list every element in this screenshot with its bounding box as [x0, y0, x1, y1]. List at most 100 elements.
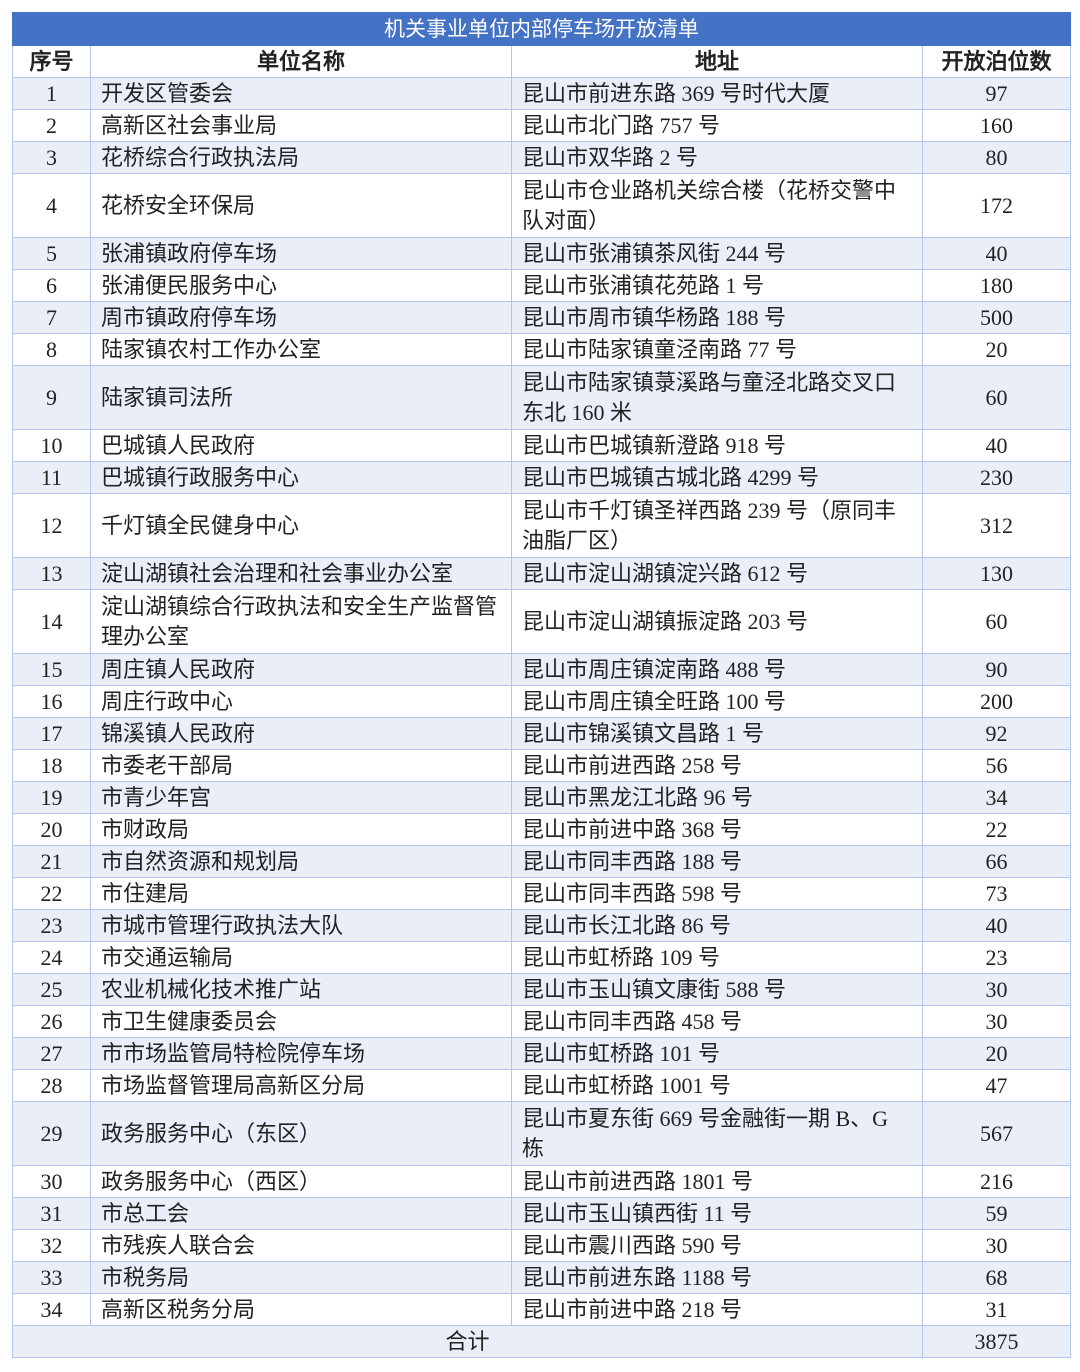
- row-number: 2: [12, 109, 91, 142]
- unit-name: 市交通运输局: [90, 941, 512, 974]
- unit-name: 市残疾人联合会: [90, 1229, 512, 1262]
- unit-name: 锦溪镇人民政府: [90, 717, 512, 750]
- unit-name: 市委老干部局: [90, 749, 512, 782]
- open-spaces: 500: [922, 301, 1071, 334]
- parking-list-table: 机关事业单位内部停车场开放清单 序号 单位名称 地址 开放泊位数 1 开发区管委会…: [12, 12, 1071, 1358]
- row-number: 13: [12, 557, 91, 590]
- address: 昆山市夏东街 669 号金融街一期 B、G 栋: [511, 1101, 923, 1166]
- address: 昆山市长江北路 86 号: [511, 909, 923, 942]
- unit-name: 市财政局: [90, 813, 512, 846]
- table-row: 15 周庄镇人民政府 昆山市周庄镇淀南路 488 号 90: [12, 653, 1071, 686]
- table-row: 5 张浦镇政府停车场 昆山市张浦镇茶风街 244 号 40: [12, 237, 1071, 270]
- open-spaces: 130: [922, 557, 1071, 590]
- table-row: 24 市交通运输局 昆山市虹桥路 109 号 23: [12, 941, 1071, 974]
- table-row: 18 市委老干部局 昆山市前进西路 258 号 56: [12, 749, 1071, 782]
- header-spaces: 开放泊位数: [922, 45, 1071, 78]
- row-number: 14: [12, 589, 91, 654]
- address: 昆山市黑龙江北路 96 号: [511, 781, 923, 814]
- table-row: 23 市城市管理行政执法大队 昆山市长江北路 86 号 40: [12, 909, 1071, 942]
- table-row: 19 市青少年宫 昆山市黑龙江北路 96 号 34: [12, 781, 1071, 814]
- unit-name: 周市镇政府停车场: [90, 301, 512, 334]
- unit-name: 市总工会: [90, 1197, 512, 1230]
- header-no: 序号: [12, 45, 91, 78]
- address: 昆山市前进西路 258 号: [511, 749, 923, 782]
- open-spaces: 200: [922, 685, 1071, 718]
- open-spaces: 30: [922, 1005, 1071, 1038]
- open-spaces: 40: [922, 429, 1071, 462]
- address: 昆山市仓业路机关综合楼（花桥交警中队对面）: [511, 173, 923, 238]
- open-spaces: 31: [922, 1293, 1071, 1326]
- address: 昆山市同丰西路 598 号: [511, 877, 923, 910]
- address: 昆山市前进西路 1801 号: [511, 1165, 923, 1198]
- table-row: 8 陆家镇农村工作办公室 昆山市陆家镇童泾南路 77 号 20: [12, 333, 1071, 366]
- row-number: 31: [12, 1197, 91, 1230]
- table-row: 33 市税务局 昆山市前进东路 1188 号 68: [12, 1261, 1071, 1294]
- row-number: 7: [12, 301, 91, 334]
- address: 昆山市淀山湖镇振淀路 203 号: [511, 589, 923, 654]
- row-number: 18: [12, 749, 91, 782]
- address: 昆山市前进东路 369 号时代大厦: [511, 77, 923, 110]
- table-row: 4 花桥安全环保局 昆山市仓业路机关综合楼（花桥交警中队对面） 172: [12, 173, 1071, 238]
- open-spaces: 68: [922, 1261, 1071, 1294]
- open-spaces: 30: [922, 1229, 1071, 1262]
- unit-name: 周庄镇人民政府: [90, 653, 512, 686]
- open-spaces: 160: [922, 109, 1071, 142]
- address: 昆山市周庄镇全旺路 100 号: [511, 685, 923, 718]
- unit-name: 市青少年宫: [90, 781, 512, 814]
- table-row: 22 市住建局 昆山市同丰西路 598 号 73: [12, 877, 1071, 910]
- table-row: 11 巴城镇行政服务中心 昆山市巴城镇古城北路 4299 号 230: [12, 461, 1071, 494]
- unit-name: 周庄行政中心: [90, 685, 512, 718]
- table-row: 31 市总工会 昆山市玉山镇西街 11 号 59: [12, 1197, 1071, 1230]
- row-number: 26: [12, 1005, 91, 1038]
- table-row: 25 农业机械化技术推广站 昆山市玉山镇文康街 588 号 30: [12, 973, 1071, 1006]
- row-number: 28: [12, 1069, 91, 1102]
- open-spaces: 312: [922, 493, 1071, 558]
- address: 昆山市前进中路 218 号: [511, 1293, 923, 1326]
- row-number: 19: [12, 781, 91, 814]
- unit-name: 淀山湖镇综合行政执法和安全生产监督管理办公室: [90, 589, 512, 654]
- open-spaces: 60: [922, 365, 1071, 430]
- unit-name: 陆家镇司法所: [90, 365, 512, 430]
- open-spaces: 47: [922, 1069, 1071, 1102]
- table-row: 16 周庄行政中心 昆山市周庄镇全旺路 100 号 200: [12, 685, 1071, 718]
- address: 昆山市北门路 757 号: [511, 109, 923, 142]
- row-number: 34: [12, 1293, 91, 1326]
- unit-name: 市住建局: [90, 877, 512, 910]
- row-number: 9: [12, 365, 91, 430]
- open-spaces: 60: [922, 589, 1071, 654]
- open-spaces: 180: [922, 269, 1071, 302]
- unit-name: 张浦便民服务中心: [90, 269, 512, 302]
- unit-name: 市税务局: [90, 1261, 512, 1294]
- address: 昆山市陆家镇童泾南路 77 号: [511, 333, 923, 366]
- open-spaces: 216: [922, 1165, 1071, 1198]
- unit-name: 陆家镇农村工作办公室: [90, 333, 512, 366]
- address: 昆山市同丰西路 458 号: [511, 1005, 923, 1038]
- table-row: 17 锦溪镇人民政府 昆山市锦溪镇文昌路 1 号 92: [12, 717, 1071, 750]
- address: 昆山市虹桥路 1001 号: [511, 1069, 923, 1102]
- table-row: 27 市市场监管局特检院停车场 昆山市虹桥路 101 号 20: [12, 1037, 1071, 1070]
- table-row: 9 陆家镇司法所 昆山市陆家镇菉溪路与童泾北路交叉口东北 160 米 60: [12, 365, 1071, 430]
- table-row: 13 淀山湖镇社会治理和社会事业办公室 昆山市淀山湖镇淀兴路 612 号 130: [12, 557, 1071, 590]
- address: 昆山市玉山镇文康街 588 号: [511, 973, 923, 1006]
- row-number: 29: [12, 1101, 91, 1166]
- unit-name: 淀山湖镇社会治理和社会事业办公室: [90, 557, 512, 590]
- open-spaces: 40: [922, 237, 1071, 270]
- row-number: 15: [12, 653, 91, 686]
- row-number: 17: [12, 717, 91, 750]
- address: 昆山市千灯镇圣祥西路 239 号（原同丰油脂厂区）: [511, 493, 923, 558]
- unit-name: 高新区社会事业局: [90, 109, 512, 142]
- total-label: 合计: [12, 1325, 923, 1358]
- address: 昆山市同丰西路 188 号: [511, 845, 923, 878]
- open-spaces: 80: [922, 141, 1071, 174]
- row-number: 11: [12, 461, 91, 494]
- open-spaces: 20: [922, 1037, 1071, 1070]
- unit-name: 开发区管委会: [90, 77, 512, 110]
- open-spaces: 56: [922, 749, 1071, 782]
- open-spaces: 73: [922, 877, 1071, 910]
- table-row: 30 政务服务中心（西区） 昆山市前进西路 1801 号 216: [12, 1165, 1071, 1198]
- table-row: 12 千灯镇全民健身中心 昆山市千灯镇圣祥西路 239 号（原同丰油脂厂区） 312: [12, 493, 1071, 558]
- address: 昆山市陆家镇菉溪路与童泾北路交叉口东北 160 米: [511, 365, 923, 430]
- open-spaces: 97: [922, 77, 1071, 110]
- row-number: 21: [12, 845, 91, 878]
- unit-name: 高新区税务分局: [90, 1293, 512, 1326]
